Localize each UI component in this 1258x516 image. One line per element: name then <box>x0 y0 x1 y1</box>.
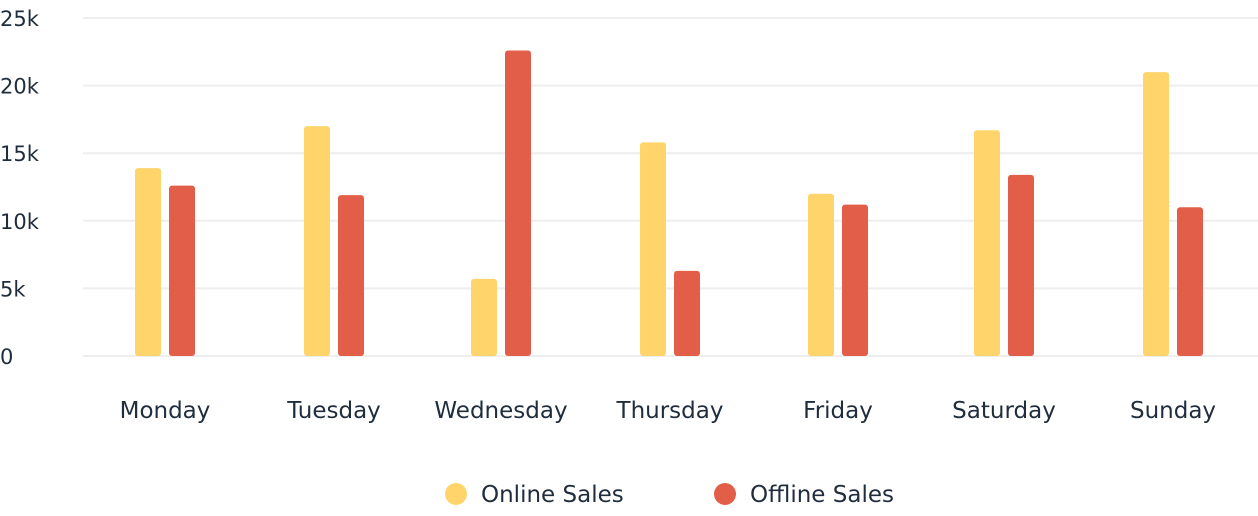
y-tick-label: 20k <box>0 75 40 99</box>
bar-offline-tuesday[interactable] <box>338 195 364 356</box>
x-tick-label: Sunday <box>1130 398 1216 424</box>
bar-offline-friday[interactable] <box>842 204 868 356</box>
legend: Online Sales Offline Sales <box>445 482 894 508</box>
y-tick-label: 10k <box>0 210 40 234</box>
bar-offline-wednesday[interactable] <box>505 50 531 356</box>
bar-online-tuesday[interactable] <box>304 126 330 356</box>
bars <box>135 50 1203 356</box>
bar-online-saturday[interactable] <box>974 130 1000 356</box>
legend-swatch <box>714 483 736 505</box>
x-tick-label: Monday <box>120 398 211 424</box>
x-tick-label: Thursday <box>616 398 724 424</box>
y-tick-label: 25k <box>0 7 40 31</box>
x-tick-label: Saturday <box>952 398 1056 424</box>
y-tick-label: 15k <box>0 142 40 166</box>
y-tick-label: 0 <box>0 345 13 369</box>
bar-online-thursday[interactable] <box>640 142 666 356</box>
y-axis-ticks: 0 5k 10k 15k 20k 25k <box>0 7 40 369</box>
legend-item-offline-sales[interactable]: Offline Sales <box>714 482 894 508</box>
bar-offline-monday[interactable] <box>169 185 195 356</box>
legend-label: Offline Sales <box>750 482 894 508</box>
y-tick-label: 5k <box>0 277 26 301</box>
x-tick-label: Wednesday <box>434 398 567 424</box>
legend-label: Online Sales <box>481 482 624 508</box>
bar-online-sunday[interactable] <box>1143 72 1169 356</box>
bar-offline-saturday[interactable] <box>1008 174 1034 356</box>
bar-offline-sunday[interactable] <box>1177 207 1203 356</box>
gridlines <box>83 17 1258 357</box>
x-tick-label: Friday <box>803 398 873 424</box>
legend-item-online-sales[interactable]: Online Sales <box>445 482 624 508</box>
bar-offline-thursday[interactable] <box>674 270 700 356</box>
x-tick-label: Tuesday <box>286 398 381 424</box>
bar-online-wednesday[interactable] <box>471 278 497 356</box>
x-axis-ticks: Monday Tuesday Wednesday Thursday Friday Satu… <box>120 398 1216 424</box>
bar-online-friday[interactable] <box>808 193 834 356</box>
bar-online-monday[interactable] <box>135 168 161 356</box>
legend-swatch <box>445 483 467 505</box>
